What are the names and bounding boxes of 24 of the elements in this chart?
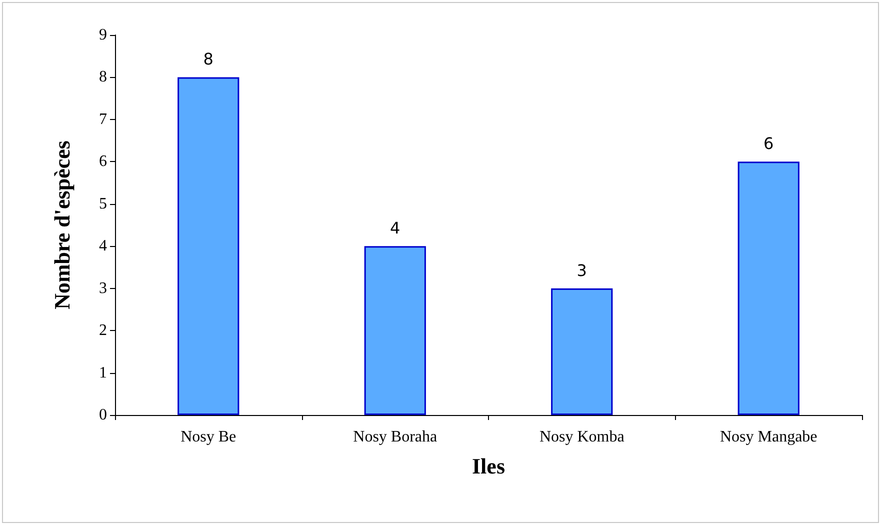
data-label: 8 <box>203 50 214 69</box>
y-axis-title: Nombre d'espèces <box>50 140 74 310</box>
x-tick-label: Nosy Komba <box>539 428 624 446</box>
x-tick-label: Nosy Mangabe <box>720 428 818 446</box>
x-tick-label: Nosy Be <box>180 428 236 446</box>
y-tick-label: 3 <box>99 280 107 297</box>
y-tick-label: 5 <box>99 195 107 212</box>
y-tick-label: 7 <box>99 110 107 128</box>
y-tick-label: 8 <box>99 68 107 86</box>
y-tick-label: 9 <box>99 26 107 44</box>
x-axis-title: Iles <box>472 454 506 478</box>
y-tick-label: 4 <box>99 238 107 255</box>
bar <box>364 246 426 415</box>
data-label: 6 <box>764 134 774 154</box>
bar <box>551 288 613 415</box>
y-tick-label: 6 <box>99 153 107 170</box>
y-tick-label: 1 <box>99 364 107 382</box>
x-tick-label: Nosy Boraha <box>353 428 438 446</box>
bar <box>738 162 800 415</box>
data-label: 4 <box>390 218 400 238</box>
y-tick-label: 0 <box>99 406 107 424</box>
data-label: 3 <box>576 260 587 280</box>
y-tick-label: 2 <box>99 322 107 340</box>
bar <box>178 77 240 415</box>
